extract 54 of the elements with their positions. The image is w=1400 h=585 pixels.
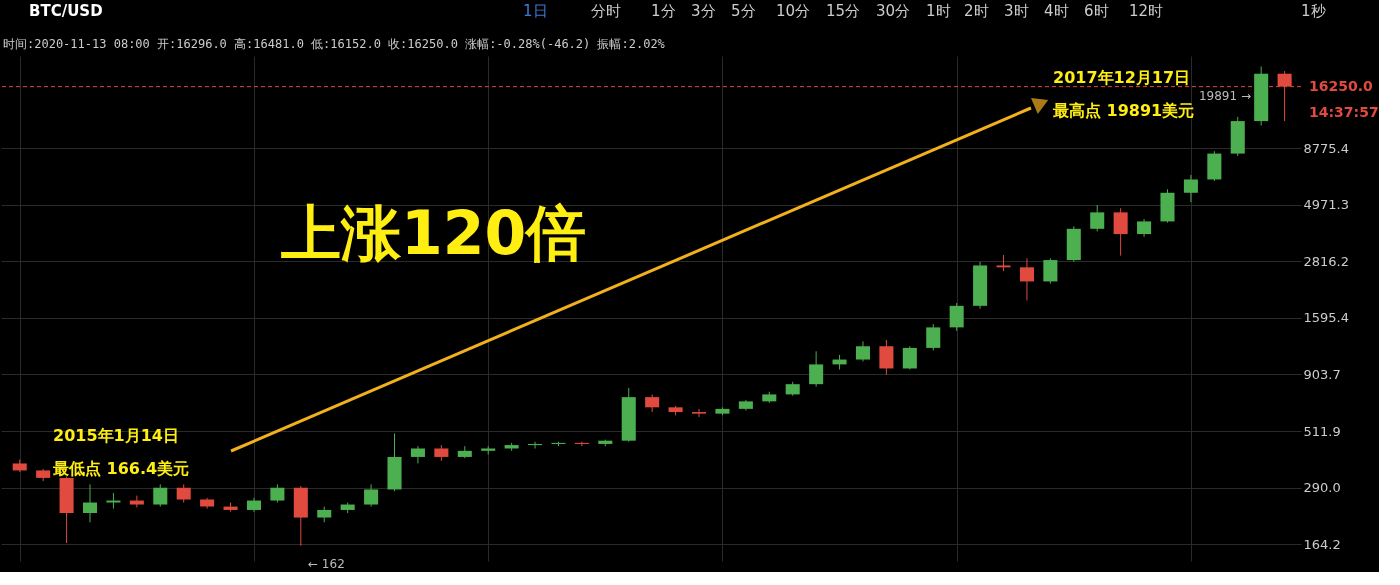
annotation: 最高点 19891美元 <box>1052 101 1195 120</box>
candlestick <box>1183 174 1198 203</box>
candlestick <box>1019 257 1034 301</box>
y-tick-label: 164.2 <box>1303 536 1341 552</box>
candlestick <box>1090 204 1105 232</box>
annotation: 最低点 166.4美元 <box>52 459 190 478</box>
candlestick <box>410 445 425 464</box>
candlestick <box>926 323 941 351</box>
text: 6时 <box>1084 2 1109 20</box>
candlestick <box>129 495 144 508</box>
candlestick <box>364 483 379 508</box>
text: 12时 <box>1129 2 1164 20</box>
annotation: 19891 → <box>1198 89 1251 103</box>
candlestick <box>879 339 894 376</box>
text: 15分 <box>826 2 861 20</box>
annotation: 2017年12月17日 <box>1053 68 1191 87</box>
y-tick-label: 903.7 <box>1303 366 1341 382</box>
y-tick-label: 1595.4 <box>1303 310 1349 326</box>
candlestick <box>176 483 191 504</box>
text: 1秒 <box>1301 2 1326 20</box>
y-tick-label: 2816.2 <box>1303 253 1349 269</box>
text: 1日 <box>523 2 548 20</box>
chart-title: BTC/USD <box>29 2 103 20</box>
text: 3分 <box>691 2 716 20</box>
text: 分时 <box>591 2 621 20</box>
y-tick-label: 511.9 <box>1303 423 1341 439</box>
candlestick <box>902 345 917 371</box>
text: 5分 <box>731 2 756 20</box>
text: 2时 <box>964 2 989 20</box>
annotation: 上涨120倍 <box>281 198 587 268</box>
y-tick-label: 4971.3 <box>1303 197 1349 213</box>
text: 30分 <box>876 2 911 20</box>
candlestick <box>82 483 98 523</box>
text: 4时 <box>1044 2 1069 20</box>
chart-subtitle: 时间:2020-11-13 08:00 开:16296.0 高:16481.0 低:16152.0 收:16250.0 涨幅:-0.28%(-46.2) 振幅:2.02% <box>3 37 666 51</box>
ref-line-label: 16250.0 <box>1309 77 1374 94</box>
candlestick <box>1113 207 1128 257</box>
candlestick <box>855 340 871 362</box>
candlestick <box>153 483 168 508</box>
annotation: 2015年1月14日 <box>53 426 179 445</box>
text: 1时 <box>926 2 951 20</box>
text: 10分 <box>776 2 811 20</box>
y-tick-label: 290.0 <box>1303 480 1341 496</box>
y-tick-label: 8775.4 <box>1303 140 1349 156</box>
candlestick <box>949 302 964 332</box>
candlestick <box>1043 257 1058 285</box>
text: 3时 <box>1004 2 1029 20</box>
candlestick <box>691 408 707 418</box>
candlestick <box>574 441 589 447</box>
candlestick <box>270 483 285 504</box>
candlestick <box>809 350 824 388</box>
text: 1分 <box>651 2 676 20</box>
text: 14:37:57 <box>1309 104 1379 120</box>
annotation: ← 162 <box>308 557 345 571</box>
